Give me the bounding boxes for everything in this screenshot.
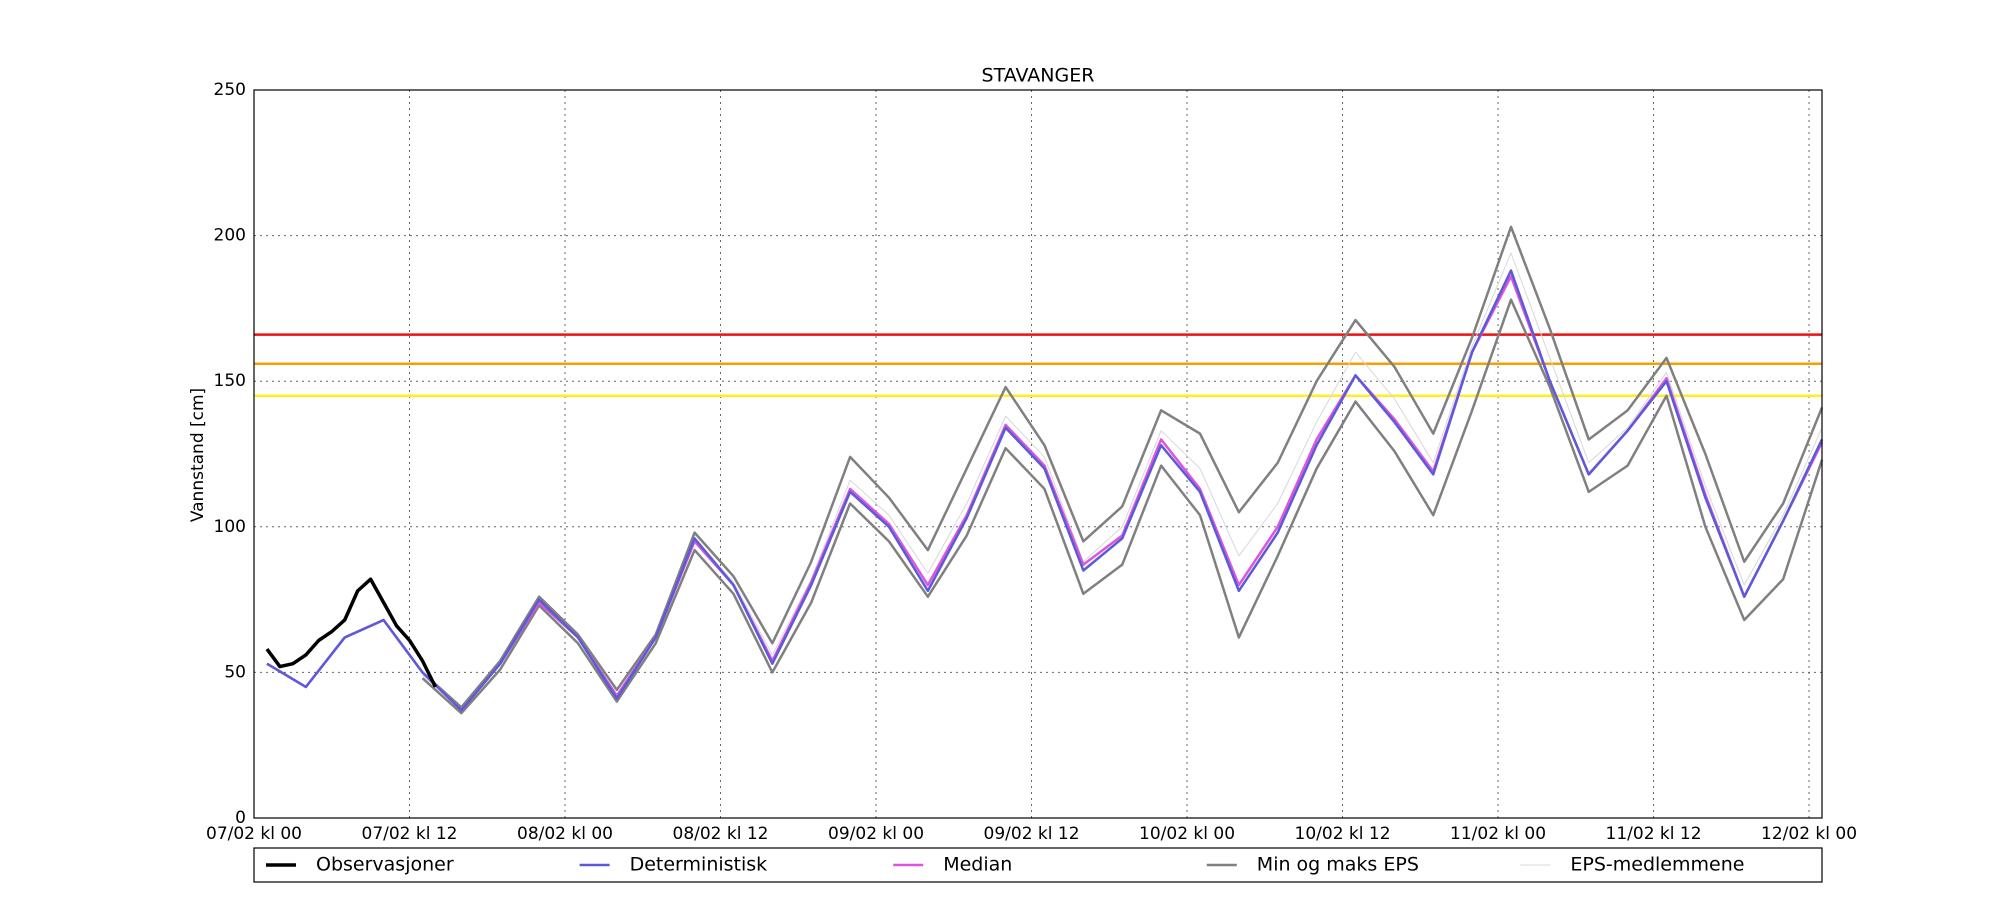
legend-label: Observasjoner <box>316 854 454 876</box>
plot-frame <box>253 89 1823 819</box>
series-line <box>421 298 1824 715</box>
chart-title: STAVANGER <box>982 65 1095 87</box>
series-line <box>266 269 1824 712</box>
legend-label: Deterministisk <box>630 854 768 876</box>
legend-label: EPS-medlemmene <box>1570 854 1744 876</box>
y-tick-label: 150 <box>214 371 246 391</box>
y-tick-label: 200 <box>214 226 246 246</box>
legend-box <box>253 847 1823 883</box>
y-tick-label: 100 <box>214 517 246 537</box>
y-tick-label: 50 <box>224 662 246 682</box>
y-axis-label: Vannstand [cm] <box>188 388 208 522</box>
x-tick-label: 07/02 kl 00 <box>206 824 302 844</box>
y-tick-label: 250 <box>214 80 246 100</box>
x-tick-label: 10/02 kl 12 <box>1295 824 1391 844</box>
x-tick-label: 08/02 kl 00 <box>517 824 613 844</box>
series-line <box>265 577 437 688</box>
x-tick-label: 12/02 kl 00 <box>1761 824 1857 844</box>
x-tick-label: 11/02 kl 12 <box>1606 824 1702 844</box>
x-tick-label: 09/02 kl 00 <box>828 824 924 844</box>
x-tick-label: 08/02 kl 12 <box>673 824 769 844</box>
x-tick-label: 11/02 kl 00 <box>1450 824 1546 844</box>
x-tick-label: 09/02 kl 12 <box>984 824 1080 844</box>
legend-label: Median <box>943 854 1012 876</box>
y-tick-label: 0 <box>235 808 246 828</box>
x-tick-label: 10/02 kl 00 <box>1139 824 1235 844</box>
x-tick-label: 07/02 kl 12 <box>362 824 458 844</box>
legend-label: Min og maks EPS <box>1257 854 1419 876</box>
